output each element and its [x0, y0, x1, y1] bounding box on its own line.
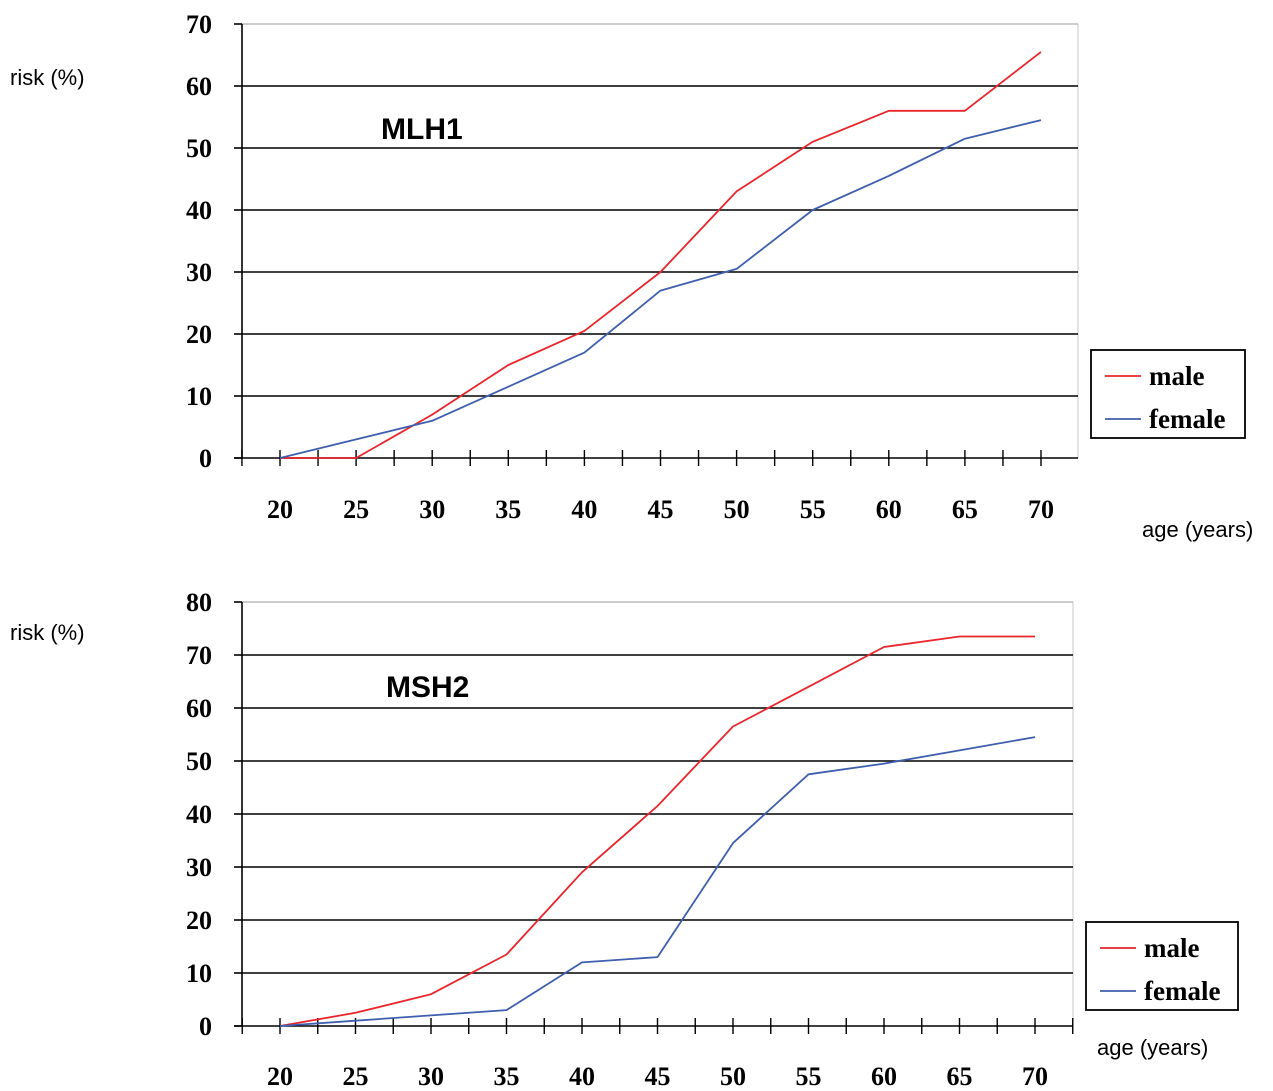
x-tick-label: 25	[343, 495, 369, 524]
legend-label-male: male	[1149, 361, 1204, 391]
x-tick-label: 55	[796, 1062, 822, 1091]
series-line-female	[279, 736, 1036, 1027]
chart-title: MSH2	[386, 671, 469, 704]
x-tick-label: 55	[800, 495, 826, 524]
x-tick-label: 70	[1028, 495, 1054, 524]
y-tick-label: 30	[186, 853, 212, 882]
series-line-male	[279, 635, 1035, 1027]
y-tick-label: 60	[186, 694, 212, 723]
series-line-male	[280, 51, 1042, 459]
y-tick-label: 60	[186, 72, 212, 101]
x-tick-label: 40	[571, 495, 597, 524]
legend-label-female: female	[1149, 404, 1225, 434]
y-tick-label: 10	[186, 959, 212, 988]
chart-title: MLH1	[381, 113, 463, 146]
series-line-female	[279, 119, 1042, 459]
y-tick-label: 70	[186, 10, 212, 39]
x-axis-label: age (years)	[1097, 1035, 1208, 1060]
y-tick-label: 20	[186, 320, 212, 349]
x-tick-label: 35	[495, 495, 521, 524]
x-tick-label: 50	[720, 1062, 746, 1091]
x-tick-label: 70	[1022, 1062, 1048, 1091]
y-tick-label: 50	[186, 747, 212, 776]
y-tick-label: 70	[186, 641, 212, 670]
chart-msh2: 0 10 20 30 40 50 60 70 80 20 25 30 35 40 45 50 55 60 65 70 M…	[10, 588, 1239, 1091]
y-tick-label: 80	[186, 588, 212, 617]
legend-box	[1085, 921, 1239, 1011]
y-tick-label: 40	[186, 196, 212, 225]
x-tick-label: 30	[418, 1062, 444, 1091]
x-tick-label: 60	[871, 1062, 897, 1091]
y-axis-label: risk (%)	[10, 65, 85, 90]
x-axis-label: age (years)	[1142, 517, 1253, 542]
legend-label-female: female	[1144, 976, 1220, 1006]
y-tick-label: 10	[186, 382, 212, 411]
x-tick-label: 20	[267, 495, 293, 524]
x-tick-label: 25	[343, 1062, 369, 1091]
x-tick-label: 45	[648, 495, 674, 524]
chart-mlh1: 0 10 20 30 40 50 60 70 20 25 30 35 40 45 50 55 60 65 70 MLH…	[10, 10, 1253, 542]
x-tick-label: 65	[952, 495, 978, 524]
x-tick-label: 40	[569, 1062, 595, 1091]
legend: male female	[1085, 921, 1239, 1011]
x-tick-label: 45	[645, 1062, 671, 1091]
x-tick-label: 50	[724, 495, 750, 524]
x-tick-label: 35	[494, 1062, 520, 1091]
legend-label-male: male	[1144, 933, 1199, 963]
x-tick-label: 60	[876, 495, 902, 524]
y-axis-label: risk (%)	[10, 620, 85, 645]
x-tick-label: 30	[419, 495, 445, 524]
y-tick-label: 50	[186, 134, 212, 163]
y-tick-label: 0	[199, 1012, 212, 1041]
y-tick-label: 20	[186, 906, 212, 935]
legend: male female	[1090, 349, 1246, 439]
x-tick-label: 65	[947, 1062, 973, 1091]
legend-box	[1090, 349, 1246, 439]
y-tick-label: 40	[186, 800, 212, 829]
plot-area	[241, 23, 1079, 459]
y-tick-label: 0	[199, 444, 212, 473]
x-tick-label: 20	[267, 1062, 293, 1091]
y-tick-label: 30	[186, 258, 212, 287]
